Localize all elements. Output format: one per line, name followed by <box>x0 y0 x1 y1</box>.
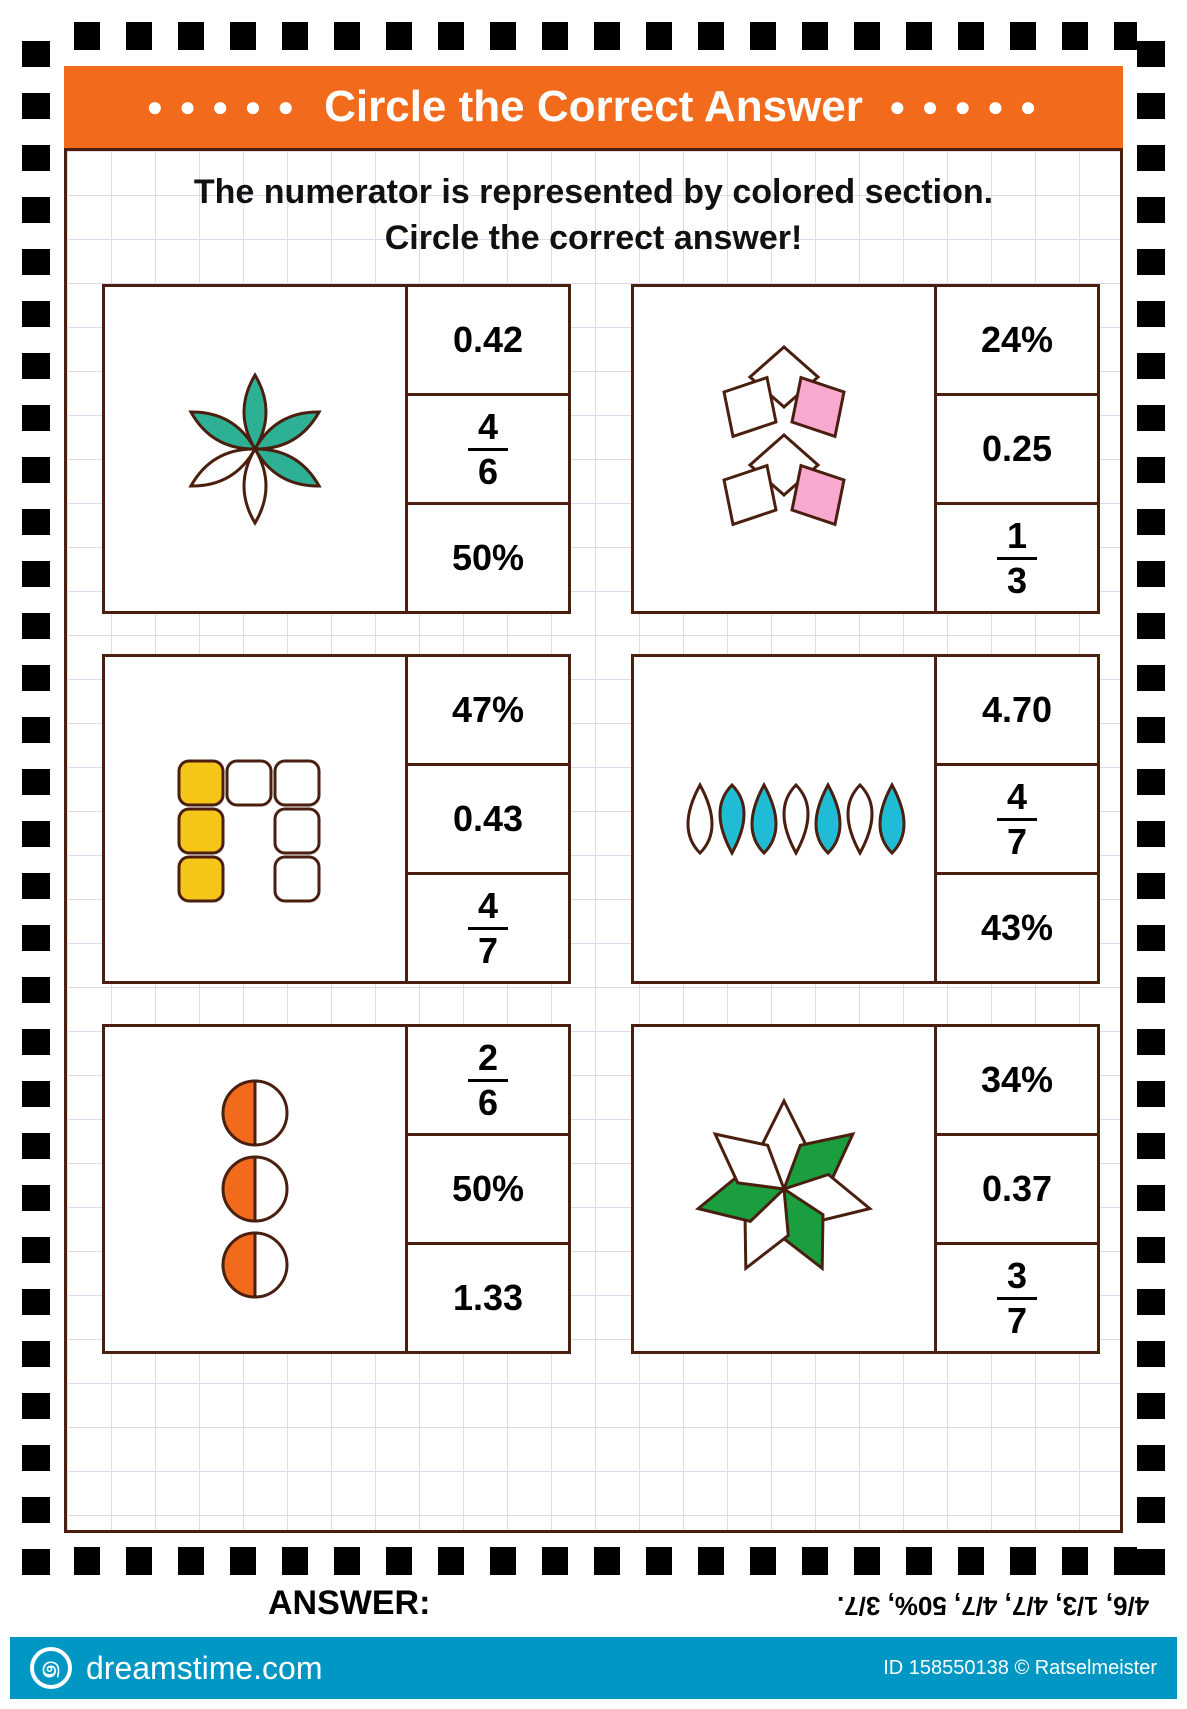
fraction-numerator: 4 <box>468 409 508 451</box>
answer-option[interactable]: 46 <box>408 396 568 505</box>
option-text: 47% <box>452 689 524 731</box>
option-text: 0.37 <box>982 1168 1052 1210</box>
card-figure <box>634 657 937 981</box>
answer-option[interactable]: 50% <box>408 1136 568 1245</box>
answer-option[interactable]: 0.37 <box>937 1136 1097 1245</box>
card-figure <box>105 657 408 981</box>
puzzle-card: 34% 0.37 37 <box>631 1024 1100 1354</box>
puzzle-card: 24% 0.25 13 <box>631 284 1100 614</box>
answer-option[interactable]: 26 <box>408 1027 568 1136</box>
answer-option[interactable]: 24% <box>937 287 1097 396</box>
option-fraction: 26 <box>468 1040 508 1121</box>
answer-option[interactable]: 13 <box>937 505 1097 611</box>
answer-option[interactable]: 50% <box>408 505 568 611</box>
answer-row: ANSWER: 4/6, 1/3, 4/7, 4/7, 50%, 3/7. <box>38 1584 1149 1623</box>
card-figure <box>634 1027 937 1351</box>
footer-bar: ෧ dreamstime.com ID 158550138 © Ratselme… <box>10 1637 1177 1699</box>
card-options: 47% 0.43 47 <box>408 657 568 981</box>
fraction-numerator: 2 <box>468 1040 508 1082</box>
answer-option[interactable]: 37 <box>937 1245 1097 1351</box>
answer-option[interactable]: 47 <box>937 766 1097 875</box>
option-fraction: 47 <box>468 888 508 969</box>
card-options: 4.70 47 43% <box>937 657 1097 981</box>
card-figure <box>105 1027 408 1351</box>
option-text: 43% <box>981 907 1053 949</box>
fraction-numerator: 4 <box>468 888 508 930</box>
answer-option[interactable]: 4.70 <box>937 657 1097 766</box>
puzzle-card: 4.70 47 43% <box>631 654 1100 984</box>
fraction-numerator: 1 <box>997 518 1037 560</box>
answer-option[interactable]: 47% <box>408 657 568 766</box>
answer-label: ANSWER: <box>268 1584 430 1623</box>
option-fraction: 46 <box>468 409 508 490</box>
option-fraction: 13 <box>997 518 1037 599</box>
answer-option[interactable]: 1.33 <box>408 1245 568 1351</box>
answer-option[interactable]: 0.43 <box>408 766 568 875</box>
fraction-denominator: 7 <box>1007 821 1027 860</box>
answer-option[interactable]: 34% <box>937 1027 1097 1136</box>
header-dots-right: ● ● ● ● ● <box>889 91 1041 123</box>
answer-option[interactable]: 47 <box>408 875 568 981</box>
option-fraction: 47 <box>997 779 1037 860</box>
fraction-denominator: 7 <box>478 930 498 969</box>
option-text: 0.25 <box>982 428 1052 470</box>
puzzle-card: 26 50% 1.33 <box>102 1024 571 1354</box>
footer-site: dreamstime.com <box>86 1650 323 1687</box>
option-fraction: 37 <box>997 1258 1037 1339</box>
fraction-denominator: 6 <box>478 451 498 490</box>
worksheet-frame: ● ● ● ● ● Circle the Correct Answer ● ● … <box>22 22 1165 1575</box>
instruction-line: The numerator is represented by colored … <box>64 170 1123 216</box>
option-text: 0.43 <box>453 798 523 840</box>
fraction-denominator: 6 <box>478 1082 498 1121</box>
card-figure <box>105 287 408 611</box>
puzzle-card: 0.42 46 50% <box>102 284 571 614</box>
answer-option[interactable]: 0.25 <box>937 396 1097 505</box>
fraction-denominator: 3 <box>1007 560 1027 599</box>
card-figure <box>634 287 937 611</box>
answer-text: 4/6, 1/3, 4/7, 4/7, 50%, 3/7. <box>837 1590 1149 1621</box>
card-options: 0.42 46 50% <box>408 287 568 611</box>
card-options: 34% 0.37 37 <box>937 1027 1097 1351</box>
cards-grid: 0.424650%24%0.251347%0.43474.704743%2650… <box>102 284 1085 1354</box>
footer-id: ID 158550138 © Ratselmeister <box>883 1657 1157 1680</box>
card-options: 26 50% 1.33 <box>408 1027 568 1351</box>
header-dots-left: ● ● ● ● ● <box>146 91 298 123</box>
swirl-icon: ෧ <box>30 1647 72 1689</box>
header-bar: ● ● ● ● ● Circle the Correct Answer ● ● … <box>64 66 1123 148</box>
option-text: 0.42 <box>453 319 523 361</box>
answer-option[interactable]: 43% <box>937 875 1097 981</box>
instruction-line: Circle the correct answer! <box>64 216 1123 262</box>
option-text: 1.33 <box>453 1277 523 1319</box>
puzzle-card: 47% 0.43 47 <box>102 654 571 984</box>
card-options: 24% 0.25 13 <box>937 287 1097 611</box>
answer-option[interactable]: 0.42 <box>408 287 568 396</box>
option-text: 24% <box>981 319 1053 361</box>
page-title: Circle the Correct Answer <box>324 82 863 132</box>
instructions: The numerator is represented by colored … <box>64 170 1123 262</box>
page: ● ● ● ● ● Circle the Correct Answer ● ● … <box>10 10 1177 1699</box>
fraction-numerator: 3 <box>997 1258 1037 1300</box>
fraction-numerator: 4 <box>997 779 1037 821</box>
option-text: 34% <box>981 1059 1053 1101</box>
option-text: 50% <box>452 537 524 579</box>
option-text: 50% <box>452 1168 524 1210</box>
option-text: 4.70 <box>982 689 1052 731</box>
fraction-denominator: 7 <box>1007 1300 1027 1339</box>
